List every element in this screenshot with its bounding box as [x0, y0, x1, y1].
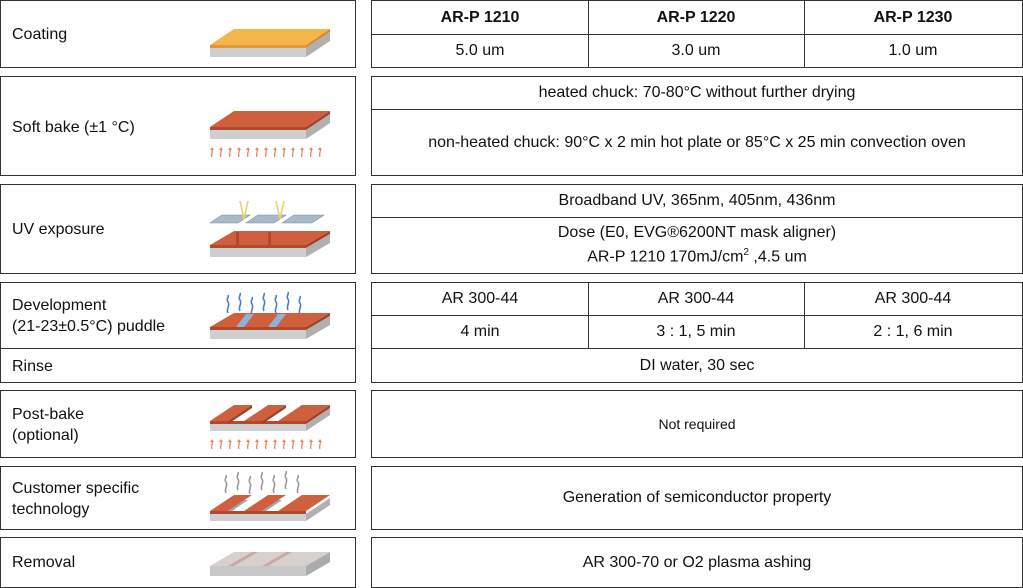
step-box-development-rinse: Development (21-23±0.5°C) puddle Rinse	[0, 282, 356, 383]
removal-value: AR 300-70 or O2 plasma ashing	[582, 553, 812, 571]
rinse-value: DI water, 30 sec	[639, 356, 755, 374]
developer-name: AR 300-44	[441, 290, 519, 307]
step-box-removal: Removal	[0, 537, 356, 588]
step-box-customer-technology: Customer specific technology	[0, 466, 356, 530]
step-label-rinse: Rinse	[12, 358, 53, 375]
customer-technology-illustration	[210, 471, 330, 521]
developer-name: AR 300-44	[657, 290, 735, 307]
removal-table: AR 300-70 or O2 plasma ashing	[371, 537, 1023, 588]
soft-bake-non-heated: non-heated chuck: 90°C x 2 min hot plate…	[428, 133, 966, 151]
step-label-customer-specific: Customer specific	[12, 480, 140, 497]
customer-technology-value: Generation of semiconductor property	[562, 489, 832, 506]
thickness-value: 5.0 um	[455, 42, 505, 59]
development-time: 4 min	[460, 323, 500, 340]
post-bake-value: Not required	[658, 416, 736, 432]
product-header: AR-P 1210	[440, 8, 520, 26]
development-time: 3 : 1, 5 min	[656, 323, 736, 340]
step-label-post-bake: Post-bake	[12, 406, 85, 423]
customer-technology-table: Generation of semiconductor property	[371, 466, 1023, 530]
thickness-value: 1.0 um	[888, 42, 938, 59]
step-label-technology: technology	[12, 501, 90, 518]
coating-table: AR-P 1210 AR-P 1220 AR-P 1230 5.0 um 3.0…	[371, 0, 1023, 68]
post-bake-table: Not required	[371, 390, 1023, 458]
step-label-development: Development	[12, 297, 107, 314]
step-label-removal: Removal	[12, 554, 76, 571]
developer-name: AR 300-44	[874, 290, 952, 307]
step-label-development-conditions: (21-23±0.5°C) puddle	[12, 318, 166, 335]
uv-dose-line2: AR-P 1210 170mJ/cm2 ,4.5 um	[587, 247, 807, 266]
uv-dose: Dose (E0, EVG®6200NT mask aligner) AR-P …	[372, 218, 1022, 273]
uv-exposure-illustration	[209, 200, 330, 257]
removal-illustration	[210, 552, 330, 576]
step-label-uv-exposure: UV exposure	[12, 221, 105, 238]
development-illustration	[210, 291, 330, 339]
step-label-post-bake-optional: (optional)	[12, 427, 79, 444]
step-box-post-bake: Post-bake (optional)	[0, 390, 356, 458]
soft-bake-table: heated chuck: 70-80°C without further dr…	[371, 76, 1023, 176]
thickness-value: 3.0 um	[671, 42, 721, 59]
post-bake-illustration	[209, 405, 330, 450]
uv-broadband: Broadband UV, 365nm, 405nm, 436nm	[558, 192, 836, 209]
uv-dose-line1: Dose (E0, EVG®6200NT mask aligner)	[557, 224, 837, 242]
product-header: AR-P 1230	[873, 8, 953, 26]
development-time: 2 : 1, 6 min	[873, 323, 953, 340]
step-box-uv-exposure: UV exposure	[0, 184, 356, 274]
coating-illustration	[210, 29, 330, 57]
soft-bake-illustration	[209, 111, 330, 158]
uv-exposure-table: Broadband UV, 365nm, 405nm, 436nm Dose (…	[371, 184, 1023, 274]
step-box-soft-bake: Soft bake (±1 °C)	[0, 76, 356, 176]
development-rinse-table: AR 300-44 AR 300-44 AR 300-44 4 min 3 : …	[371, 282, 1023, 383]
step-label-coating: Coating	[12, 26, 68, 43]
step-box-coating: Coating	[0, 0, 356, 68]
step-label-soft-bake: Soft bake (±1 °C)	[12, 119, 135, 136]
product-header: AR-P 1220	[656, 8, 736, 26]
soft-bake-heated: heated chuck: 70-80°C without further dr…	[538, 84, 856, 101]
